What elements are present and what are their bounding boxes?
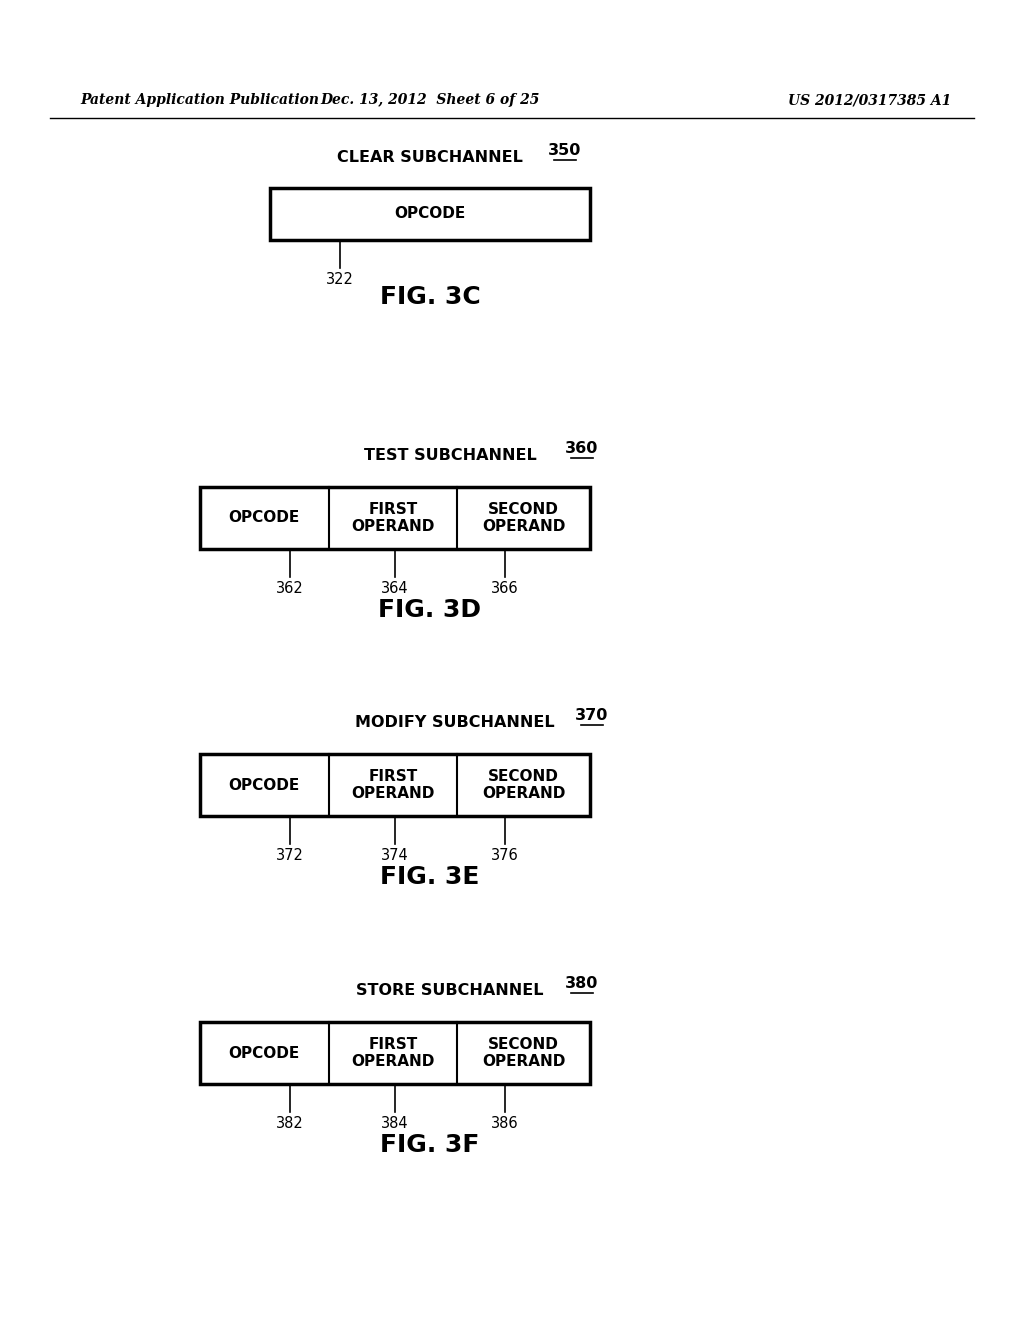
Text: 322: 322 bbox=[326, 272, 354, 286]
Text: 370: 370 bbox=[575, 708, 608, 723]
Text: 380: 380 bbox=[565, 975, 599, 991]
Text: STORE SUBCHANNEL: STORE SUBCHANNEL bbox=[356, 983, 544, 998]
Text: SECOND
OPERAND: SECOND OPERAND bbox=[482, 768, 565, 801]
Text: 364: 364 bbox=[381, 581, 409, 597]
Text: OPCODE: OPCODE bbox=[228, 1045, 300, 1060]
Text: SECOND
OPERAND: SECOND OPERAND bbox=[482, 1036, 565, 1069]
Text: 350: 350 bbox=[548, 143, 582, 158]
Text: FIRST
OPERAND: FIRST OPERAND bbox=[351, 502, 435, 535]
Text: 376: 376 bbox=[492, 847, 519, 863]
Text: OPCODE: OPCODE bbox=[394, 206, 466, 222]
Text: FIRST
OPERAND: FIRST OPERAND bbox=[351, 1036, 435, 1069]
Text: 360: 360 bbox=[565, 441, 599, 455]
Text: 382: 382 bbox=[276, 1115, 304, 1131]
Text: OPCODE: OPCODE bbox=[228, 511, 300, 525]
Text: US 2012/0317385 A1: US 2012/0317385 A1 bbox=[788, 92, 951, 107]
Text: FIG. 3D: FIG. 3D bbox=[379, 598, 481, 622]
Text: Patent Application Publication: Patent Application Publication bbox=[80, 92, 319, 107]
Bar bbox=[200, 754, 590, 816]
Text: 384: 384 bbox=[381, 1115, 409, 1131]
Text: 362: 362 bbox=[276, 581, 304, 597]
Text: 374: 374 bbox=[381, 847, 409, 863]
Bar bbox=[200, 1022, 590, 1084]
Text: 372: 372 bbox=[276, 847, 304, 863]
Text: FIG. 3F: FIG. 3F bbox=[380, 1133, 479, 1158]
Text: 366: 366 bbox=[492, 581, 519, 597]
Text: MODIFY SUBCHANNEL: MODIFY SUBCHANNEL bbox=[355, 715, 555, 730]
Text: TEST SUBCHANNEL: TEST SUBCHANNEL bbox=[364, 447, 537, 463]
Text: SECOND
OPERAND: SECOND OPERAND bbox=[482, 502, 565, 535]
Text: Dec. 13, 2012  Sheet 6 of 25: Dec. 13, 2012 Sheet 6 of 25 bbox=[321, 92, 540, 107]
Text: OPCODE: OPCODE bbox=[228, 777, 300, 792]
Bar bbox=[200, 487, 590, 549]
Text: 386: 386 bbox=[492, 1115, 519, 1131]
Text: FIG. 3C: FIG. 3C bbox=[380, 285, 480, 309]
Text: CLEAR SUBCHANNEL: CLEAR SUBCHANNEL bbox=[337, 150, 523, 165]
Text: FIG. 3E: FIG. 3E bbox=[380, 865, 479, 888]
Text: FIRST
OPERAND: FIRST OPERAND bbox=[351, 768, 435, 801]
Bar bbox=[270, 187, 590, 240]
